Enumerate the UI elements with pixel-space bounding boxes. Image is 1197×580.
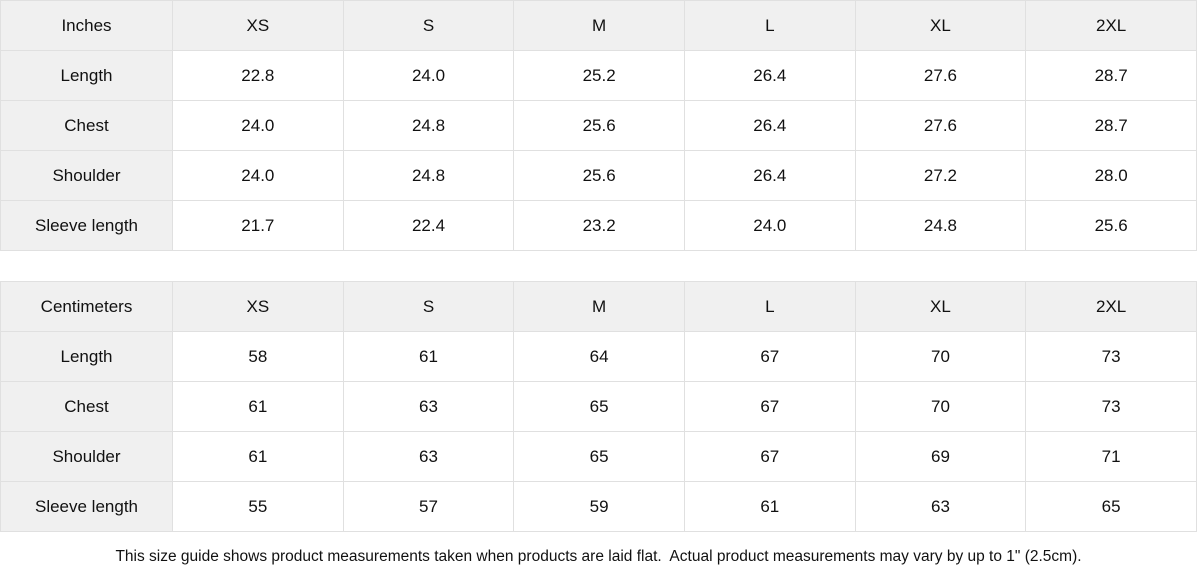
size-guide-disclaimer: This size guide shows product measuremen… bbox=[0, 532, 1197, 580]
table-row-shoulder: Shoulder 61 63 65 67 69 71 bbox=[0, 431, 1197, 482]
measurement-cell: 61 bbox=[172, 381, 344, 432]
size-header-xl: XL bbox=[854, 0, 1027, 51]
size-header-2xl: 2XL bbox=[1025, 281, 1197, 332]
measurement-cell: 25.6 bbox=[1025, 200, 1197, 251]
table-row-length: Length 58 61 64 67 70 73 bbox=[0, 331, 1197, 382]
table-row-sleeve-length: Sleeve length 21.7 22.4 23.2 24.0 24.8 2… bbox=[0, 200, 1197, 251]
measurement-cell: 70 bbox=[854, 381, 1027, 432]
measurement-cell: 73 bbox=[1025, 381, 1197, 432]
unit-header-centimeters: Centimeters bbox=[0, 281, 173, 332]
table-row-sleeve-length: Sleeve length 55 57 59 61 63 65 bbox=[0, 481, 1197, 532]
size-header-2xl: 2XL bbox=[1025, 0, 1197, 51]
measurement-cell: 64 bbox=[513, 331, 685, 382]
measurement-cell: 61 bbox=[172, 431, 344, 482]
measurement-cell: 23.2 bbox=[513, 200, 685, 251]
table-section-gap bbox=[0, 251, 1197, 281]
measurement-cell: 73 bbox=[1025, 331, 1197, 382]
size-header-xl: XL bbox=[854, 281, 1027, 332]
measurement-cell: 24.8 bbox=[342, 150, 515, 201]
size-header-s: S bbox=[342, 281, 515, 332]
table-row-shoulder: Shoulder 24.0 24.8 25.6 26.4 27.2 28.0 bbox=[0, 150, 1197, 201]
unit-header-inches: Inches bbox=[0, 0, 173, 51]
measurement-cell: 67 bbox=[683, 331, 856, 382]
measurement-cell: 24.0 bbox=[683, 200, 856, 251]
size-header-m: M bbox=[513, 281, 685, 332]
measurement-cell: 65 bbox=[513, 381, 685, 432]
measurement-cell: 24.0 bbox=[172, 100, 344, 151]
measurement-cell: 24.8 bbox=[342, 100, 515, 151]
measurement-cell: 63 bbox=[342, 431, 515, 482]
measurement-cell: 71 bbox=[1025, 431, 1197, 482]
size-header-s: S bbox=[342, 0, 515, 51]
measurement-cell: 28.0 bbox=[1025, 150, 1197, 201]
measurement-cell: 27.6 bbox=[854, 50, 1027, 101]
size-header-m: M bbox=[513, 0, 685, 51]
measurement-cell: 63 bbox=[342, 381, 515, 432]
row-label: Sleeve length bbox=[0, 481, 173, 532]
measurement-cell: 26.4 bbox=[683, 50, 856, 101]
measurement-cell: 26.4 bbox=[683, 150, 856, 201]
measurement-cell: 61 bbox=[342, 331, 515, 382]
measurement-cell: 26.4 bbox=[683, 100, 856, 151]
size-header-l: L bbox=[683, 281, 856, 332]
measurement-cell: 25.6 bbox=[513, 150, 685, 201]
measurement-cell: 58 bbox=[172, 331, 344, 382]
size-table-centimeters: Centimeters XS S M L XL 2XL Length 58 61… bbox=[0, 281, 1197, 532]
table-row-chest: Chest 61 63 65 67 70 73 bbox=[0, 381, 1197, 432]
measurement-cell: 24.0 bbox=[342, 50, 515, 101]
measurement-cell: 65 bbox=[513, 431, 685, 482]
size-table-inches: Inches XS S M L XL 2XL Length 22.8 24.0 … bbox=[0, 0, 1197, 251]
row-label: Length bbox=[0, 50, 173, 101]
measurement-cell: 21.7 bbox=[172, 200, 344, 251]
row-label: Chest bbox=[0, 381, 173, 432]
measurement-cell: 57 bbox=[342, 481, 515, 532]
header-row-centimeters: Centimeters XS S M L XL 2XL bbox=[0, 281, 1197, 332]
measurement-cell: 27.6 bbox=[854, 100, 1027, 151]
measurement-cell: 70 bbox=[854, 331, 1027, 382]
measurement-cell: 27.2 bbox=[854, 150, 1027, 201]
size-header-l: L bbox=[683, 0, 856, 51]
table-row-length: Length 22.8 24.0 25.2 26.4 27.6 28.7 bbox=[0, 50, 1197, 101]
measurement-cell: 25.2 bbox=[513, 50, 685, 101]
measurement-cell: 65 bbox=[1025, 481, 1197, 532]
row-label: Shoulder bbox=[0, 150, 173, 201]
measurement-cell: 25.6 bbox=[513, 100, 685, 151]
row-label: Chest bbox=[0, 100, 173, 151]
measurement-cell: 24.8 bbox=[854, 200, 1027, 251]
measurement-cell: 67 bbox=[683, 381, 856, 432]
measurement-cell: 24.0 bbox=[172, 150, 344, 201]
measurement-cell: 67 bbox=[683, 431, 856, 482]
measurement-cell: 22.4 bbox=[342, 200, 515, 251]
measurement-cell: 69 bbox=[854, 431, 1027, 482]
measurement-cell: 28.7 bbox=[1025, 100, 1197, 151]
size-header-xs: XS bbox=[172, 0, 344, 51]
measurement-cell: 55 bbox=[172, 481, 344, 532]
table-row-chest: Chest 24.0 24.8 25.6 26.4 27.6 28.7 bbox=[0, 100, 1197, 151]
measurement-cell: 22.8 bbox=[172, 50, 344, 101]
row-label: Sleeve length bbox=[0, 200, 173, 251]
measurement-cell: 59 bbox=[513, 481, 685, 532]
measurement-cell: 61 bbox=[683, 481, 856, 532]
measurement-cell: 28.7 bbox=[1025, 50, 1197, 101]
row-label: Length bbox=[0, 331, 173, 382]
size-header-xs: XS bbox=[172, 281, 344, 332]
measurement-cell: 63 bbox=[854, 481, 1027, 532]
row-label: Shoulder bbox=[0, 431, 173, 482]
header-row-inches: Inches XS S M L XL 2XL bbox=[0, 0, 1197, 51]
